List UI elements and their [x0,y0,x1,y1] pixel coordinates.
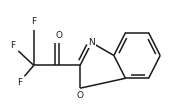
Text: F: F [17,78,22,87]
Text: O: O [55,31,62,40]
Text: N: N [88,38,95,47]
Text: F: F [10,41,15,50]
Text: O: O [77,91,84,100]
Text: F: F [31,17,36,26]
